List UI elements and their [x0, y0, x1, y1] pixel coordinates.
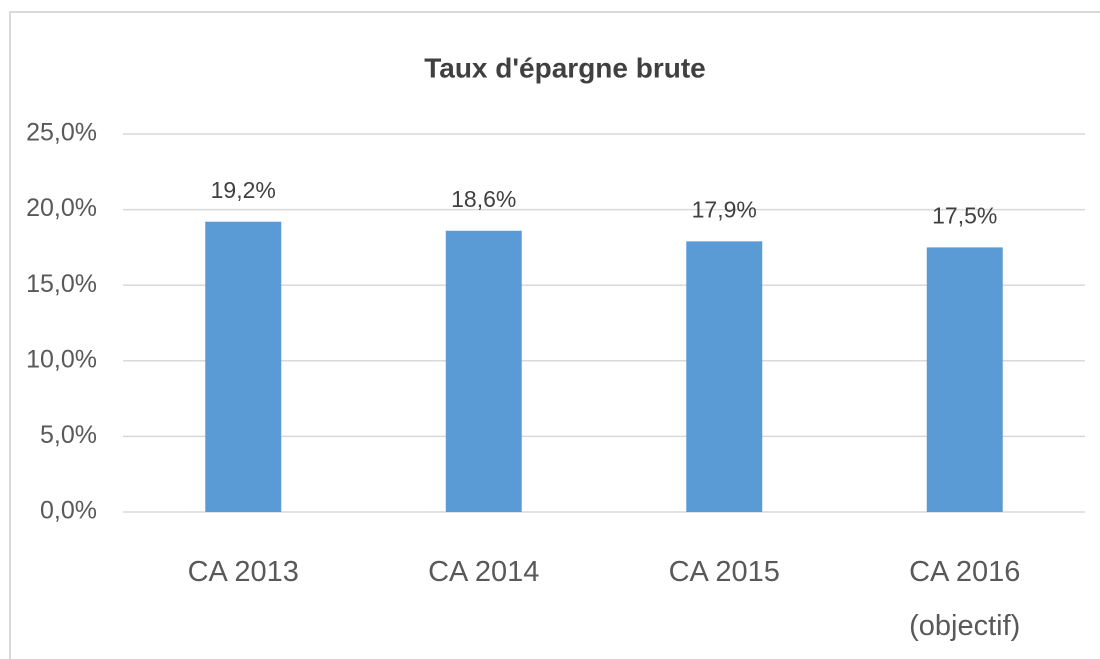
- y-tick-label: 10,0%: [26, 345, 97, 373]
- bar: [686, 241, 763, 513]
- data-label: 17,9%: [692, 196, 757, 222]
- data-label: 17,5%: [932, 202, 997, 228]
- y-tick-label: 15,0%: [26, 270, 97, 298]
- chart-title: Taux d'épargne brute: [424, 52, 706, 83]
- x-tick-label: CA 2016 (objectif): [909, 556, 1021, 642]
- y-tick-label: 5,0%: [40, 421, 97, 449]
- x-tick-label: CA 2013: [187, 556, 299, 588]
- bar: [445, 230, 522, 512]
- y-tick-label: 20,0%: [26, 194, 97, 222]
- bar: [926, 247, 1003, 512]
- bar: [205, 221, 282, 513]
- data-label: 19,2%: [211, 177, 276, 203]
- data-label: 18,6%: [451, 186, 516, 212]
- x-tick-label: CA 2014: [428, 556, 540, 588]
- x-tick-label: CA 2015: [668, 556, 780, 588]
- y-tick-label: 25,0%: [26, 119, 97, 147]
- y-tick-label: 0,0%: [40, 497, 97, 525]
- chart-border: [9, 11, 1100, 659]
